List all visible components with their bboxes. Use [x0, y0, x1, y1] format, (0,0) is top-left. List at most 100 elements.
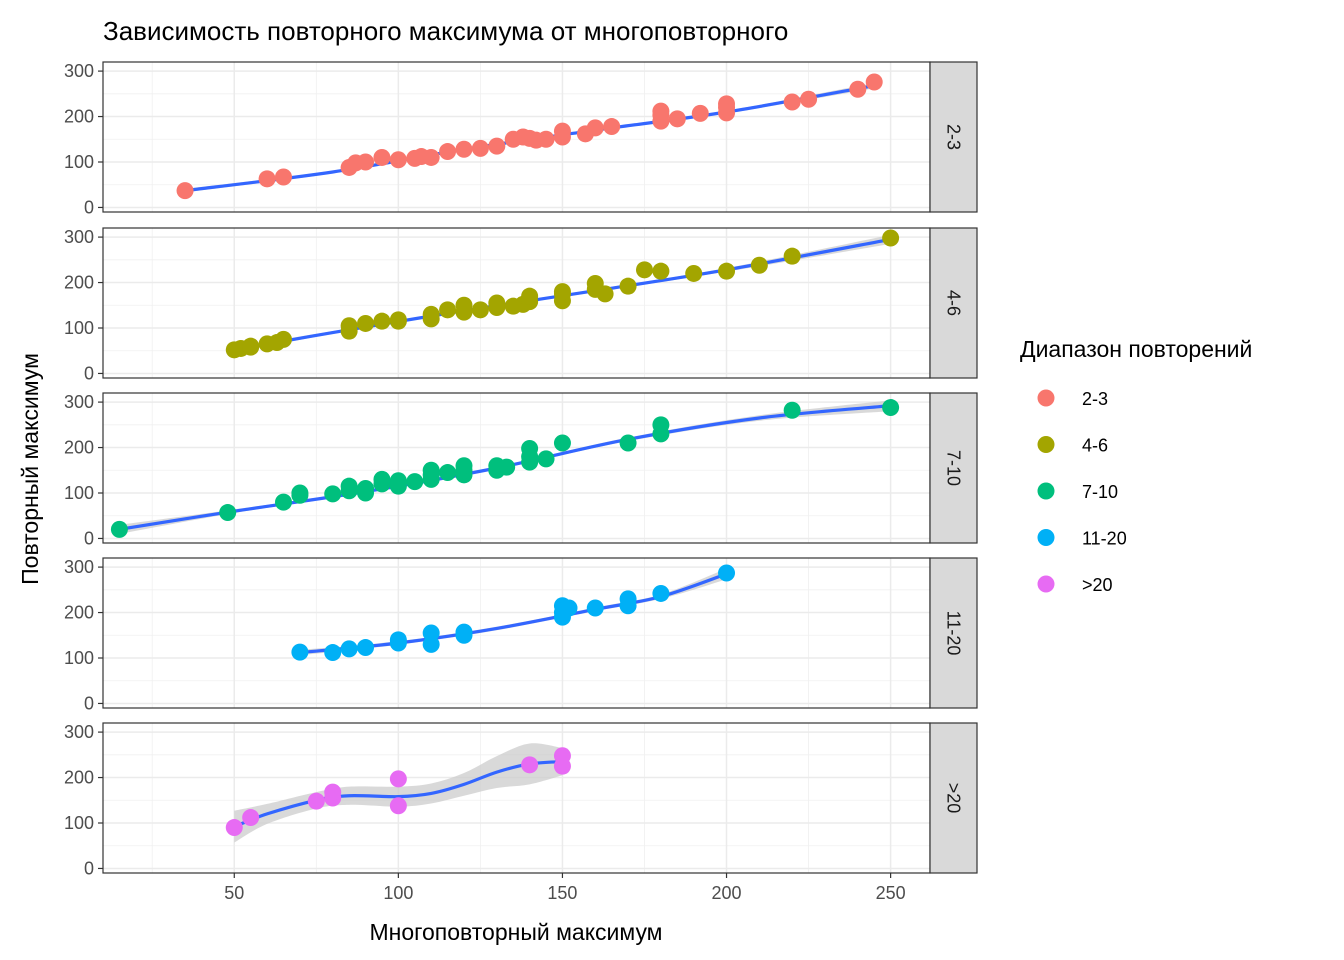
y-tick-label: 200 — [64, 438, 94, 458]
data-point — [110, 520, 128, 538]
data-point — [488, 294, 506, 312]
data-point — [619, 434, 637, 452]
data-point — [389, 631, 407, 649]
y-tick-label: 0 — [84, 858, 94, 878]
facet-panel-2: 4-6 0 100 200 300 — [64, 227, 978, 383]
data-point — [537, 450, 555, 468]
data-point — [389, 311, 407, 329]
x-tick-label: 50 — [224, 883, 244, 903]
data-point — [406, 473, 424, 491]
data-point — [324, 644, 342, 662]
data-point — [439, 301, 457, 319]
facet-strip — [929, 227, 978, 379]
y-tick-label: 100 — [64, 318, 94, 338]
x-tick-label: 250 — [876, 883, 906, 903]
facet-strip — [929, 722, 978, 874]
facet-panel-4: 11-20 0 100 200 300 — [64, 557, 978, 713]
legend-label: 11-20 — [1082, 529, 1127, 549]
data-point — [439, 464, 457, 482]
x-axis-title: Многоповторный максимум — [369, 919, 662, 945]
data-point — [652, 584, 670, 602]
data-point — [291, 484, 309, 502]
data-point — [422, 305, 440, 323]
legend-key — [1037, 575, 1055, 593]
data-point — [691, 104, 709, 122]
data-point — [553, 283, 571, 301]
data-point — [422, 148, 440, 166]
data-point — [488, 137, 506, 155]
data-point — [225, 819, 243, 837]
data-point — [521, 287, 539, 305]
x-tick-label: 150 — [547, 883, 577, 903]
data-point — [586, 599, 604, 617]
data-point — [357, 639, 375, 657]
data-point — [422, 624, 440, 642]
data-point — [389, 472, 407, 490]
confidence-band — [234, 743, 563, 843]
data-point — [619, 277, 637, 295]
data-point — [389, 770, 407, 788]
data-point — [718, 262, 736, 280]
data-point — [586, 119, 604, 137]
data-point — [603, 118, 621, 136]
data-point — [274, 168, 292, 186]
data-point — [373, 148, 391, 166]
data-point — [553, 434, 571, 452]
data-point — [373, 470, 391, 488]
data-point — [340, 640, 358, 658]
y-tick-label: 200 — [64, 768, 94, 788]
y-tick-label: 0 — [84, 528, 94, 548]
y-tick-label: 300 — [64, 61, 94, 81]
data-point — [324, 783, 342, 801]
y-tick-label: 300 — [64, 227, 94, 247]
data-point — [800, 90, 818, 108]
data-point — [258, 170, 276, 188]
x-tick-label: 100 — [383, 883, 413, 903]
x-tick-label: 200 — [712, 883, 742, 903]
legend-title: Диапазон повторений — [1020, 336, 1252, 362]
data-point — [652, 416, 670, 434]
data-point — [718, 95, 736, 113]
y-tick-label: 0 — [84, 693, 94, 713]
data-point — [685, 264, 703, 282]
data-point — [521, 756, 539, 774]
facet-panel-1: 2-3 0 100 200 300 — [64, 61, 978, 217]
y-tick-label: 200 — [64, 603, 94, 623]
data-point — [274, 493, 292, 511]
data-point — [291, 643, 309, 661]
data-point — [553, 122, 571, 140]
data-point — [537, 130, 555, 148]
facet-strip-label: 4-6 — [944, 290, 964, 316]
data-point — [389, 797, 407, 815]
data-point — [455, 140, 473, 158]
facet-strip — [929, 392, 978, 544]
data-point — [471, 139, 489, 157]
legend-key — [1037, 389, 1055, 407]
y-tick-label: 0 — [84, 197, 94, 217]
y-tick-label: 200 — [64, 273, 94, 293]
data-point — [750, 256, 768, 274]
data-point — [176, 182, 194, 200]
data-point — [422, 461, 440, 479]
legend-key — [1037, 482, 1055, 500]
data-point — [357, 479, 375, 497]
data-point — [219, 504, 237, 522]
y-tick-label: 100 — [64, 152, 94, 172]
data-point — [455, 296, 473, 314]
data-point — [324, 485, 342, 503]
data-point — [865, 73, 883, 91]
data-point — [596, 285, 614, 303]
data-point — [471, 301, 489, 319]
legend-key — [1037, 529, 1055, 546]
data-point — [619, 590, 637, 608]
data-point — [882, 399, 900, 417]
facet-panel-3: 7-10 0 100 200 300 — [64, 392, 978, 548]
data-point — [783, 401, 801, 419]
data-point — [357, 153, 375, 171]
y-tick-label: 100 — [64, 648, 94, 668]
data-point — [307, 792, 325, 810]
panel-background — [103, 723, 930, 873]
data-point — [668, 110, 686, 128]
facet-strip-label: 2-3 — [944, 124, 964, 150]
